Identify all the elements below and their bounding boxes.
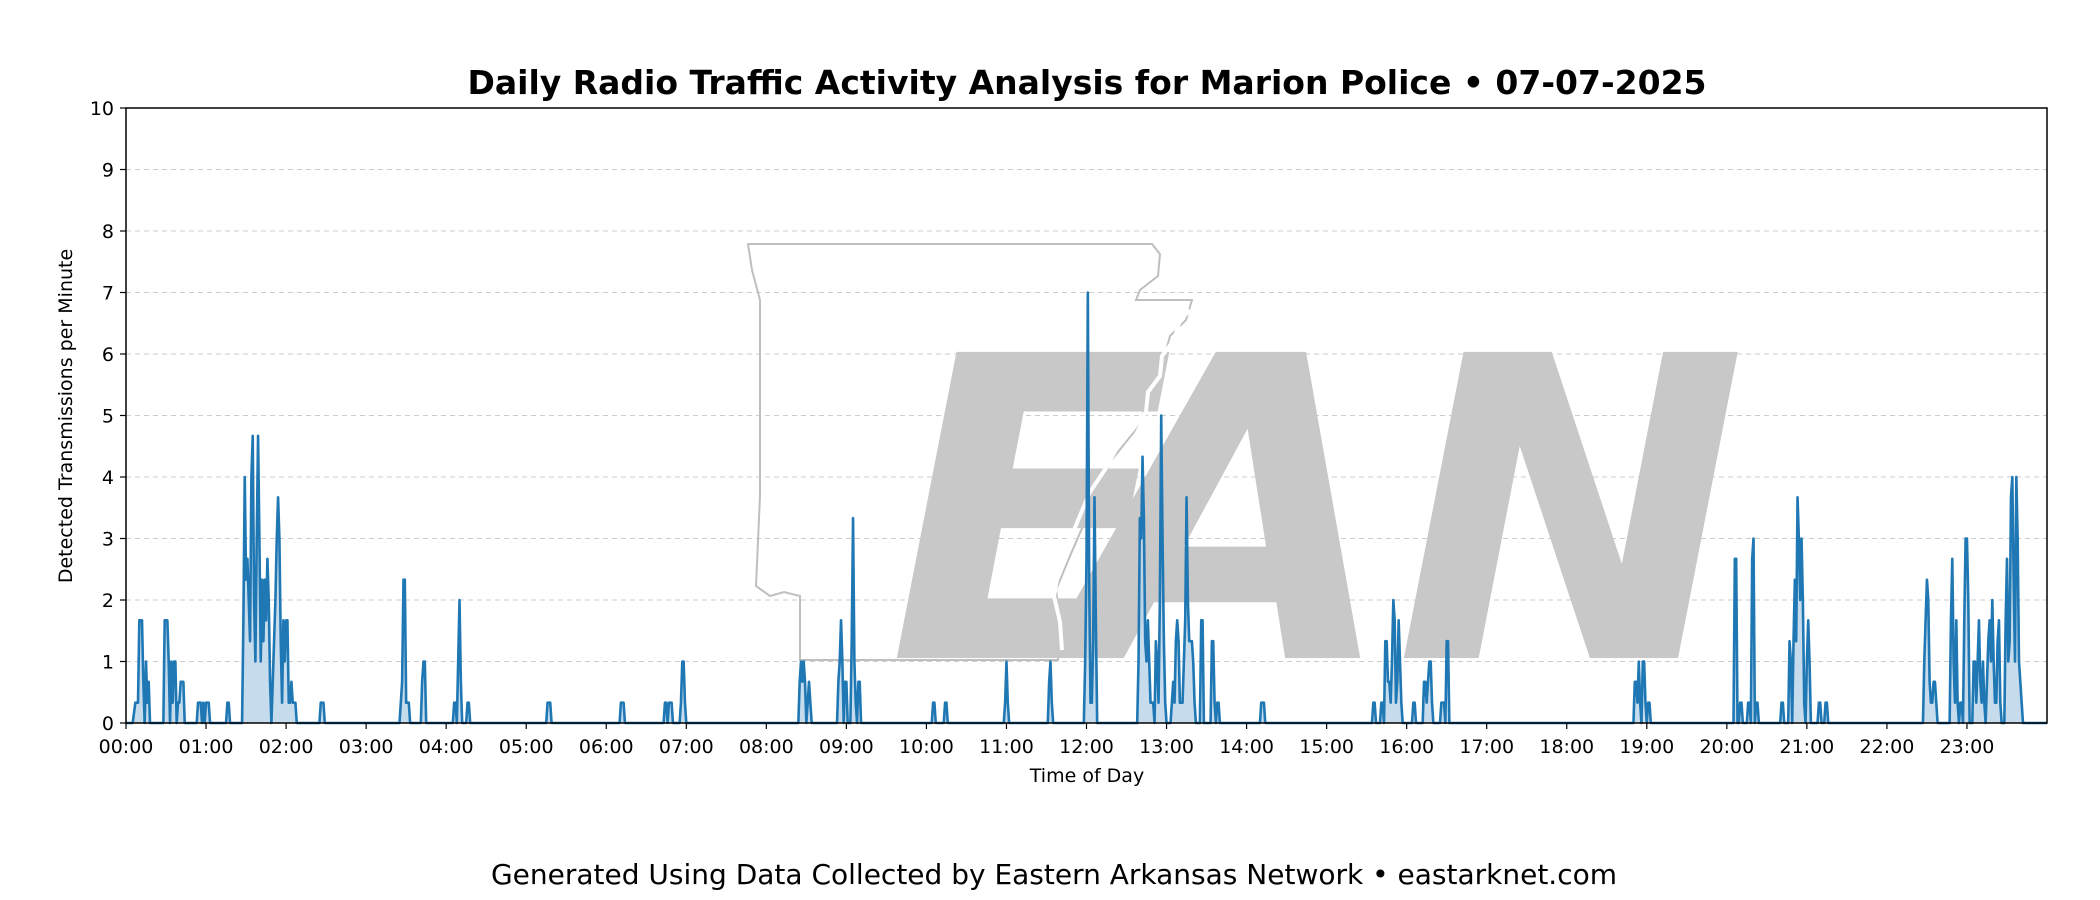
y-tick-label: 8 xyxy=(102,221,114,243)
x-tick-label: 03:00 xyxy=(339,736,394,758)
x-tick-label: 06:00 xyxy=(579,736,634,758)
y-tick-label: 3 xyxy=(102,529,114,551)
series-layer xyxy=(126,291,2047,725)
x-tick-label: 02:00 xyxy=(259,736,314,758)
x-tick-label: 23:00 xyxy=(1940,736,1995,758)
y-tick-label: 6 xyxy=(102,344,114,366)
y-tick-label: 1 xyxy=(102,652,114,674)
y-tick-label: 7 xyxy=(102,283,114,305)
y-tick-label: 10 xyxy=(90,98,114,120)
x-axis-label: Time of Day xyxy=(1029,765,1144,787)
x-tick-label: 13:00 xyxy=(1139,736,1194,758)
y-tick-label: 9 xyxy=(102,160,114,182)
x-tick-label: 10:00 xyxy=(899,736,954,758)
watermark-letter-e: E xyxy=(888,269,1175,758)
y-axis-label: Detected Transmissions per Minute xyxy=(55,249,77,583)
x-tick-label: 07:00 xyxy=(659,736,714,758)
y-tick-label: 0 xyxy=(102,713,114,735)
x-tick-label: 18:00 xyxy=(1539,736,1594,758)
x-tick-label: 16:00 xyxy=(1379,736,1434,758)
x-tick-label: 09:00 xyxy=(819,736,874,758)
x-tick-label: 11:00 xyxy=(979,736,1034,758)
x-tick-label: 01:00 xyxy=(179,736,234,758)
x-tick-label: 00:00 xyxy=(99,736,154,758)
x-tick-label: 22:00 xyxy=(1860,736,1915,758)
x-axis: 00:00 01:00 02:00 03:00 04:00 05:00 06:00 07:00… xyxy=(99,723,1995,758)
footer-credit: Generated Using Data Collected by Easter… xyxy=(491,858,1617,891)
x-tick-label: 08:00 xyxy=(739,736,794,758)
y-tick-label: 2 xyxy=(102,590,114,612)
x-tick-label: 04:00 xyxy=(419,736,474,758)
x-tick-label: 05:00 xyxy=(499,736,554,758)
chart-title: Daily Radio Traffic Activity Analysis fo… xyxy=(467,63,1706,102)
x-tick-label: 17:00 xyxy=(1459,736,1514,758)
watermark-river-icon xyxy=(1051,308,1192,651)
y-tick-label: 4 xyxy=(102,467,114,489)
watermark: E AN xyxy=(746,243,1747,758)
y-axis: 0 1 2 3 4 5 6 7 8 9 10 xyxy=(90,98,126,735)
x-tick-label: 19:00 xyxy=(1619,736,1674,758)
x-tick-label: 14:00 xyxy=(1219,736,1274,758)
x-tick-label: 20:00 xyxy=(1699,736,1754,758)
x-tick-label: 15:00 xyxy=(1299,736,1354,758)
series-line xyxy=(126,291,2047,725)
y-tick-label: 5 xyxy=(102,406,114,428)
x-tick-label: 12:00 xyxy=(1059,736,1114,758)
x-tick-label: 21:00 xyxy=(1779,736,1834,758)
